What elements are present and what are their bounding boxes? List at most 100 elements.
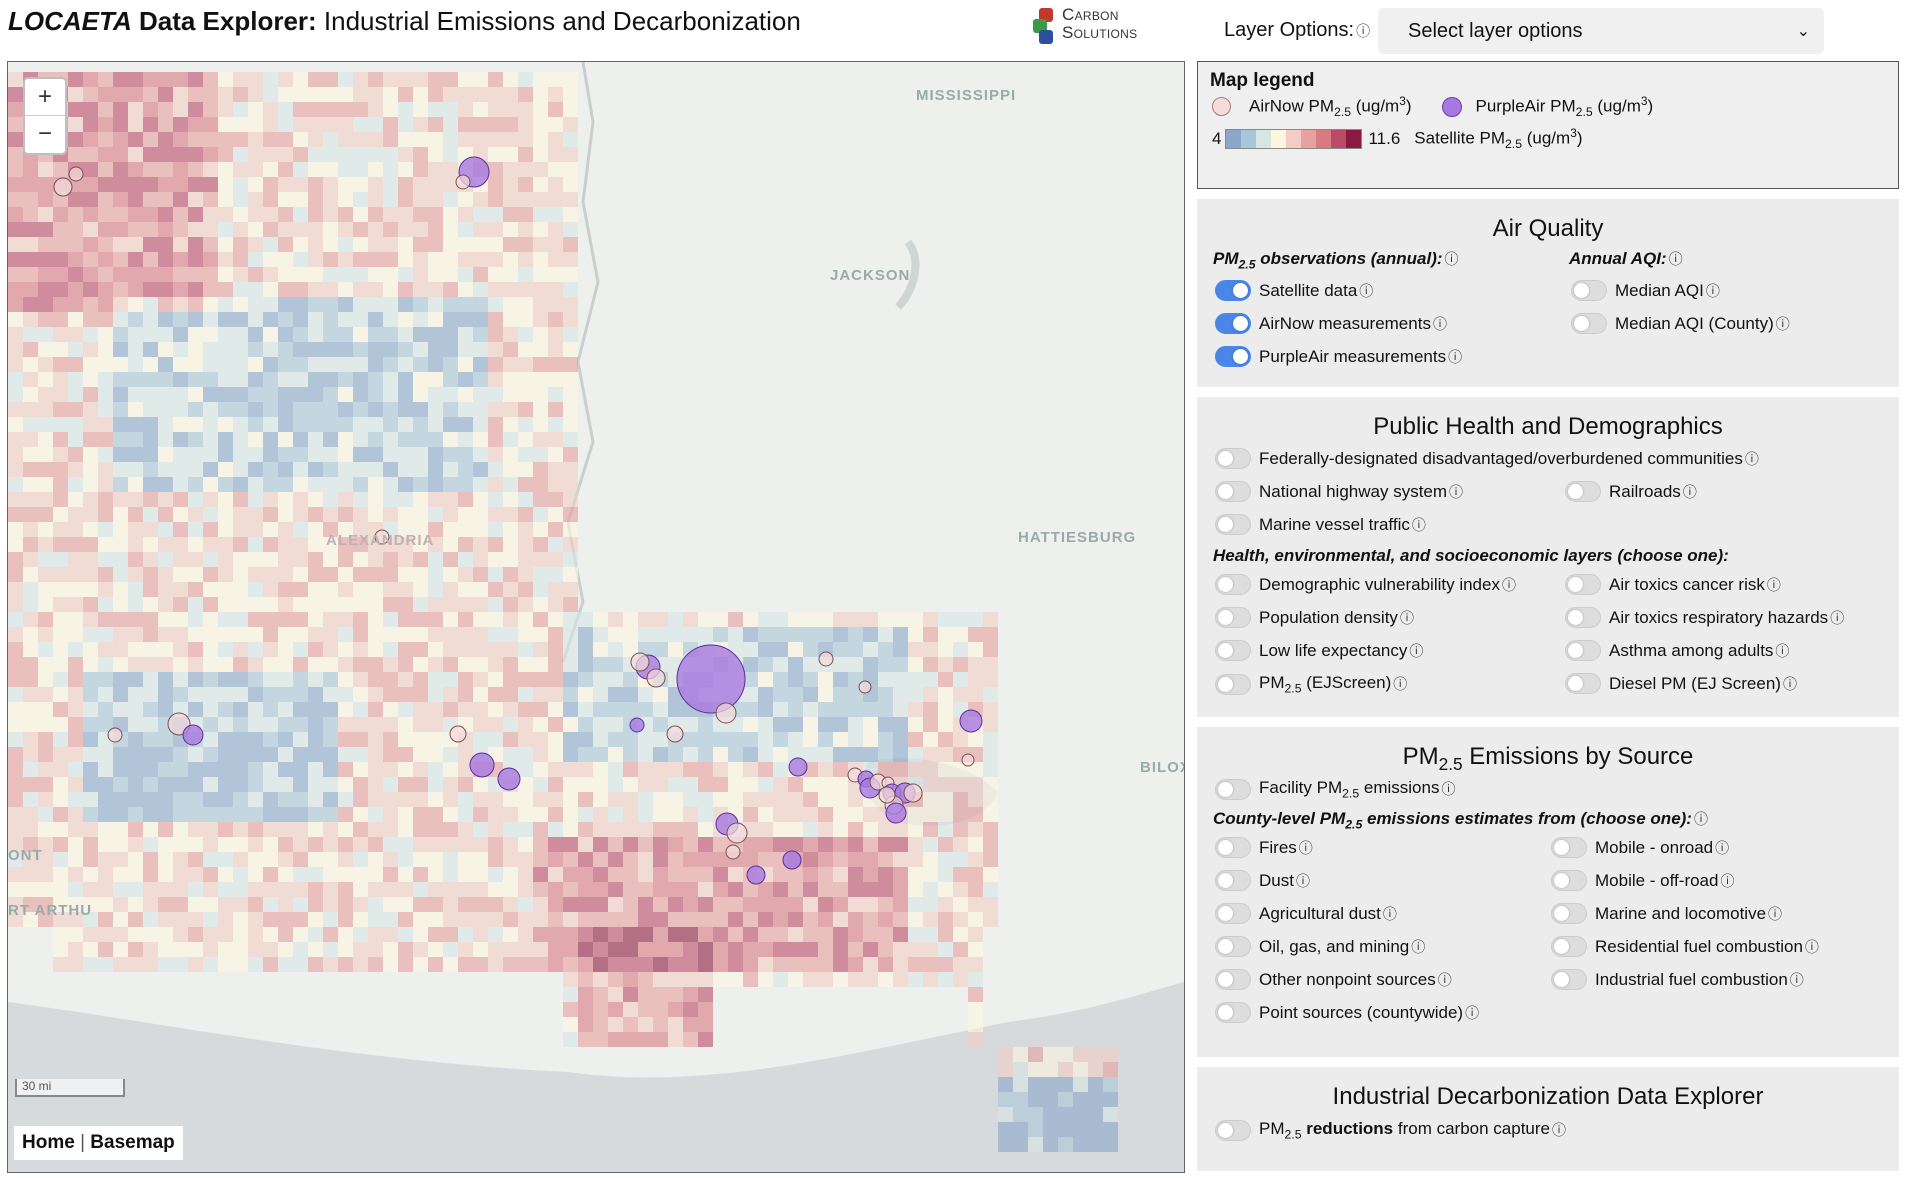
- info-icon[interactable]: ⓘ: [1705, 282, 1720, 299]
- basemap-link[interactable]: Basemap: [90, 1132, 175, 1153]
- toggle-row-population[interactable]: Population density ⓘ: [1215, 607, 1414, 628]
- airnow-marker[interactable]: [630, 652, 650, 672]
- info-icon[interactable]: ⓘ: [1693, 811, 1708, 827]
- dust-toggle[interactable]: [1215, 870, 1251, 891]
- toggle-row-carbon-capture[interactable]: PM2.5 reductions from carbon capture ⓘ: [1215, 1119, 1566, 1141]
- info-icon[interactable]: ⓘ: [1432, 315, 1447, 332]
- toggle-row-residential[interactable]: Residential fuel combustion ⓘ: [1551, 936, 1819, 957]
- demographic-toggle[interactable]: [1215, 574, 1251, 595]
- pm-ejscreen-toggle[interactable]: [1215, 673, 1251, 695]
- info-icon[interactable]: ⓘ: [1393, 676, 1408, 693]
- toggle-row-marine-loco[interactable]: Marine and locomotive ⓘ: [1551, 903, 1782, 924]
- home-link[interactable]: Home: [22, 1132, 75, 1153]
- map-canvas[interactable]: [8, 62, 1184, 1172]
- toggle-row-life-expectancy[interactable]: Low life expectancy ⓘ: [1215, 640, 1423, 661]
- purpleair-marker[interactable]: [746, 865, 766, 885]
- airnow-marker[interactable]: [646, 668, 666, 688]
- info-icon[interactable]: ⓘ: [1409, 642, 1424, 659]
- purpleair-marker[interactable]: [782, 850, 802, 870]
- info-icon[interactable]: ⓘ: [1782, 675, 1797, 692]
- airnow-marker[interactable]: [107, 727, 123, 743]
- info-icon[interactable]: ⓘ: [1399, 609, 1414, 626]
- residential-fuel-toggle[interactable]: [1551, 936, 1587, 957]
- info-icon[interactable]: ⓘ: [1359, 282, 1374, 299]
- toggle-row-demographic[interactable]: Demographic vulnerability index ⓘ: [1215, 574, 1516, 595]
- marine-traffic-toggle[interactable]: [1215, 514, 1251, 535]
- map-view[interactable]: MISSISSIPPI JACKSON HATTIESBURG ALEXANDR…: [7, 61, 1185, 1173]
- airnow-marker[interactable]: [818, 651, 834, 667]
- airnow-marker[interactable]: [726, 822, 748, 844]
- toggle-row-diesel[interactable]: Diesel PM (EJ Screen) ⓘ: [1565, 673, 1797, 694]
- info-icon[interactable]: ⓘ: [1720, 872, 1735, 889]
- fires-toggle[interactable]: [1215, 837, 1251, 858]
- toggle-row-satellite[interactable]: Satellite data ⓘ: [1215, 280, 1373, 301]
- info-icon[interactable]: ⓘ: [1775, 642, 1790, 659]
- info-icon[interactable]: ⓘ: [1411, 516, 1426, 533]
- median-aqi-toggle[interactable]: [1571, 280, 1607, 301]
- info-icon[interactable]: ⓘ: [1444, 251, 1459, 267]
- info-icon[interactable]: ⓘ: [1715, 839, 1730, 856]
- purpleair-marker[interactable]: [469, 752, 495, 778]
- marine-locomotive-toggle[interactable]: [1551, 903, 1587, 924]
- purpleair-marker[interactable]: [959, 709, 983, 733]
- purpleair-marker[interactable]: [629, 717, 645, 733]
- info-icon[interactable]: ⓘ: [1441, 781, 1456, 798]
- toggle-row-airnow[interactable]: AirNow measurements ⓘ: [1215, 313, 1447, 334]
- facility-emissions-toggle[interactable]: [1215, 778, 1251, 800]
- airnow-toggle[interactable]: [1215, 313, 1251, 334]
- respiratory-toggle[interactable]: [1565, 607, 1601, 628]
- airnow-marker[interactable]: [666, 725, 684, 743]
- toggle-row-mobile-offroad[interactable]: Mobile - off-road ⓘ: [1551, 870, 1734, 891]
- airnow-marker[interactable]: [903, 783, 923, 803]
- info-icon[interactable]: ⓘ: [1766, 576, 1781, 593]
- diesel-pm-toggle[interactable]: [1565, 673, 1601, 694]
- info-icon[interactable]: ⓘ: [1552, 1122, 1566, 1139]
- toggle-row-railroads[interactable]: Railroads ⓘ: [1565, 481, 1697, 502]
- info-icon[interactable]: ⓘ: [1744, 450, 1759, 467]
- purpleair-marker[interactable]: [182, 724, 204, 746]
- toggle-row-dust[interactable]: Dust ⓘ: [1215, 870, 1310, 891]
- layer-options-select[interactable]: Select layer options ⌄: [1378, 8, 1824, 54]
- info-icon[interactable]: ⓘ: [1298, 839, 1313, 856]
- median-aqi-county-toggle[interactable]: [1571, 313, 1607, 334]
- info-icon[interactable]: ⓘ: [1682, 483, 1697, 500]
- airnow-marker[interactable]: [725, 844, 741, 860]
- zoom-out-button[interactable]: −: [37, 120, 52, 147]
- asthma-toggle[interactable]: [1565, 640, 1601, 661]
- info-icon[interactable]: ⓘ: [1382, 905, 1397, 922]
- purpleair-marker[interactable]: [885, 802, 907, 824]
- airnow-marker[interactable]: [715, 702, 737, 724]
- toggle-row-point-sources[interactable]: Point sources (countywide) ⓘ: [1215, 1002, 1479, 1023]
- nonpoint-toggle[interactable]: [1215, 969, 1251, 990]
- airnow-marker[interactable]: [449, 725, 467, 743]
- airnow-marker[interactable]: [53, 177, 73, 197]
- population-toggle[interactable]: [1215, 607, 1251, 628]
- info-icon[interactable]: ⓘ: [1668, 251, 1683, 267]
- mobile-offroad-toggle[interactable]: [1551, 870, 1587, 891]
- toggle-row-respiratory[interactable]: Air toxics respiratory hazards ⓘ: [1565, 607, 1844, 628]
- toggle-row-asthma[interactable]: Asthma among adults ⓘ: [1565, 640, 1789, 661]
- cancer-risk-toggle[interactable]: [1565, 574, 1601, 595]
- toggle-row-industrial[interactable]: Industrial fuel combustion ⓘ: [1551, 969, 1804, 990]
- railroads-toggle[interactable]: [1565, 481, 1601, 502]
- info-icon[interactable]: ⓘ: [1501, 576, 1516, 593]
- info-icon[interactable]: ⓘ: [1804, 938, 1819, 955]
- toggle-row-mobile-onroad[interactable]: Mobile - onroad ⓘ: [1551, 837, 1729, 858]
- agricultural-dust-toggle[interactable]: [1215, 903, 1251, 924]
- info-icon[interactable]: ⓘ: [1789, 971, 1804, 988]
- info-icon[interactable]: ⓘ: [1295, 872, 1310, 889]
- toggle-row-fires[interactable]: Fires ⓘ: [1215, 837, 1313, 858]
- toggle-row-highway[interactable]: National highway system ⓘ: [1215, 481, 1463, 502]
- airnow-marker[interactable]: [961, 753, 975, 767]
- info-icon[interactable]: ⓘ: [1830, 609, 1845, 626]
- satellite-toggle[interactable]: [1215, 280, 1251, 301]
- toggle-row-median-aqi-county[interactable]: Median AQI (County) ⓘ: [1571, 313, 1790, 334]
- toggle-row-pm-ejscreen[interactable]: PM2.5 (EJScreen) ⓘ: [1215, 673, 1407, 695]
- life-expectancy-toggle[interactable]: [1215, 640, 1251, 661]
- airnow-marker[interactable]: [455, 174, 471, 190]
- purpleair-marker[interactable]: [497, 767, 521, 791]
- toggle-row-cancer-risk[interactable]: Air toxics cancer risk ⓘ: [1565, 574, 1781, 595]
- carbon-capture-toggle[interactable]: [1215, 1119, 1251, 1141]
- info-icon[interactable]: ⓘ: [1775, 315, 1790, 332]
- toggle-row-marine[interactable]: Marine vessel traffic ⓘ: [1215, 514, 1426, 535]
